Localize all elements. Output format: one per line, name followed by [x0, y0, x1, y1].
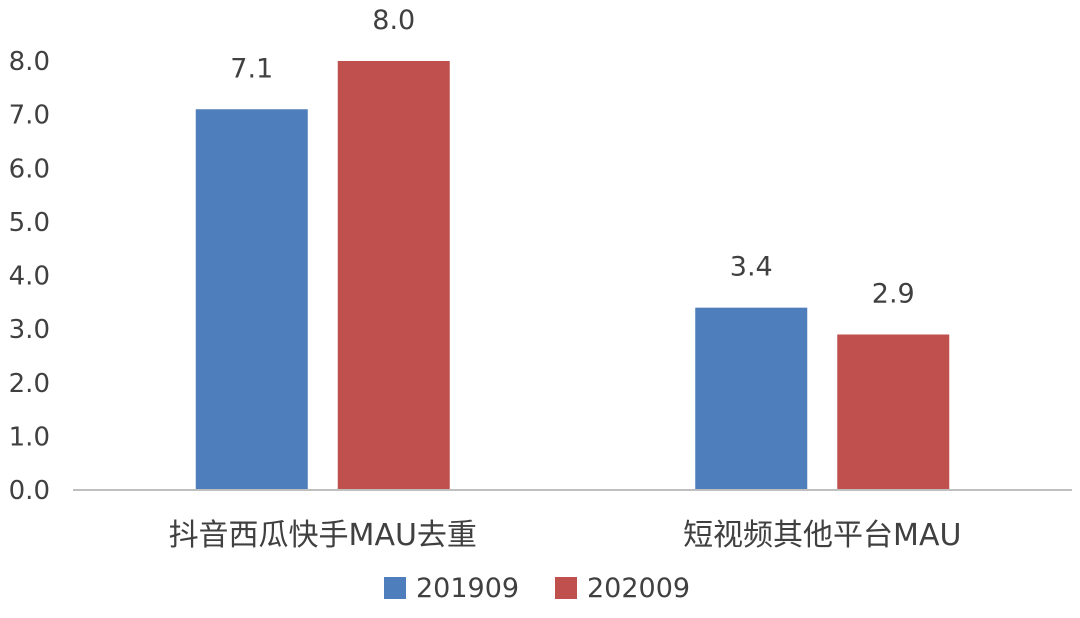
data-label: 8.0 [372, 5, 415, 36]
y-tick-label: 1.0 [9, 422, 50, 452]
bar-201909-1 [695, 307, 808, 490]
y-tick-label: 8.0 [9, 47, 50, 77]
y-tick-label: 5.0 [9, 208, 50, 238]
bar-group [195, 61, 950, 490]
y-axis: 0.0 1.0 2.0 3.0 4.0 5.0 6.0 7.0 8.0 [9, 47, 50, 506]
y-tick-label: 4.0 [9, 262, 50, 292]
category-labels: 抖音西瓜快手MAU去重 短视频其他平台MAU [169, 518, 962, 553]
data-label: 2.9 [872, 278, 915, 309]
category-label: 抖音西瓜快手MAU去重 [169, 518, 477, 553]
y-tick-label: 6.0 [9, 154, 50, 184]
data-label: 3.4 [730, 252, 773, 283]
category-label: 短视频其他平台MAU [683, 518, 961, 553]
data-label: 7.1 [230, 53, 273, 84]
y-tick-label: 3.0 [9, 315, 50, 345]
bar-201909-0 [195, 109, 308, 490]
legend-swatch-201909 [384, 577, 406, 599]
bar-202009-0 [337, 61, 450, 490]
y-tick-label: 2.0 [9, 369, 50, 399]
y-tick-label: 0.0 [9, 476, 50, 506]
legend-label: 201909 [416, 573, 519, 604]
data-labels: 7.1 8.0 3.4 2.9 [230, 5, 914, 309]
legend-swatch-202009 [555, 577, 577, 599]
y-tick-label: 7.0 [9, 101, 50, 131]
legend: 201909 202009 [384, 573, 690, 604]
legend-label: 202009 [587, 573, 690, 604]
bar-202009-1 [837, 334, 950, 490]
